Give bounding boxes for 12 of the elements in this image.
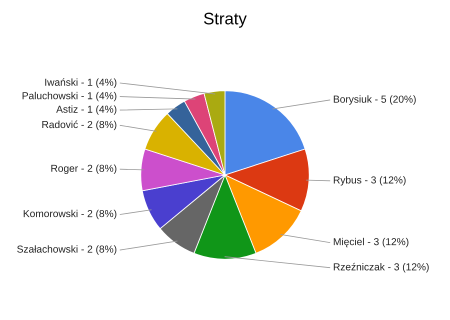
slice-label: Borysiuk - 5 (20%) bbox=[334, 95, 416, 105]
chart-title: Straty bbox=[204, 12, 247, 28]
slice-label: Rzeźniczak - 3 (12%) bbox=[334, 262, 429, 272]
slice-label: Szałachowski - 2 (8%) bbox=[17, 245, 116, 255]
slice-label: Roger - 2 (8%) bbox=[51, 164, 116, 174]
slice-label: Iwański - 1 (4%) bbox=[45, 78, 116, 88]
slice-label: Mięciel - 3 (12%) bbox=[334, 238, 408, 248]
slice-label: Komorowski - 2 (8%) bbox=[24, 210, 116, 220]
slice-label: Radović - 2 (8%) bbox=[42, 120, 116, 130]
slice-label: Paluchowski - 1 (4%) bbox=[22, 92, 116, 102]
slice-label: Astiz - 1 (4%) bbox=[56, 105, 116, 115]
slice-label: Rybus - 3 (12%) bbox=[334, 176, 406, 186]
